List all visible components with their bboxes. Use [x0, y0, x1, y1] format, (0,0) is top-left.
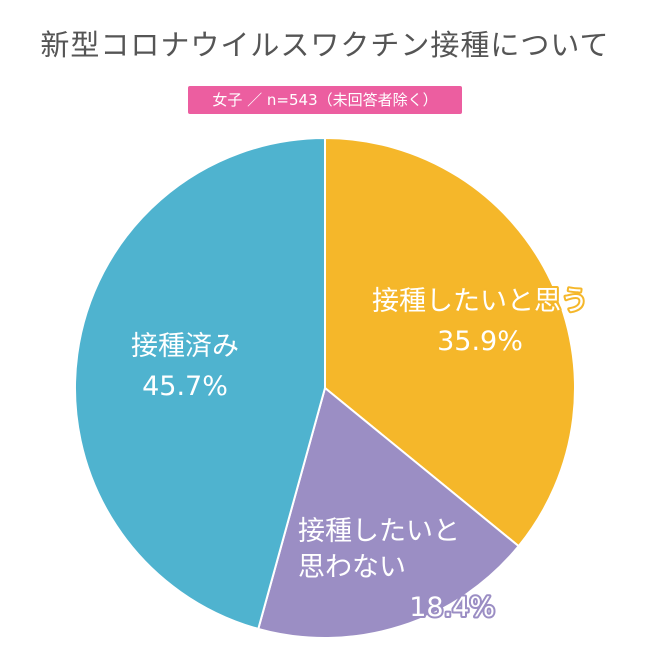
slice-value-0: 35.9% — [437, 326, 523, 357]
subtitle-badge: 女子 ／ n=543（未回答者除く） — [188, 86, 462, 114]
slice-label-0-line-0: 接種したいと思う — [372, 286, 588, 317]
slice-label-1-line-0: 接種したいと — [298, 516, 460, 547]
slice-value-1: 18.4% — [409, 592, 495, 623]
slice-label-2-line-0: 接種済み — [131, 331, 239, 362]
slice-value-2: 45.7% — [142, 371, 228, 402]
chart-title: 新型コロナウイルスワクチン接種について — [40, 28, 610, 62]
pie-slice-0 — [324, 136, 577, 548]
pie-slice-1 — [257, 386, 521, 639]
slice-label-1-line-1: 思わない — [298, 552, 406, 583]
pie-slice-2 — [74, 136, 326, 631]
